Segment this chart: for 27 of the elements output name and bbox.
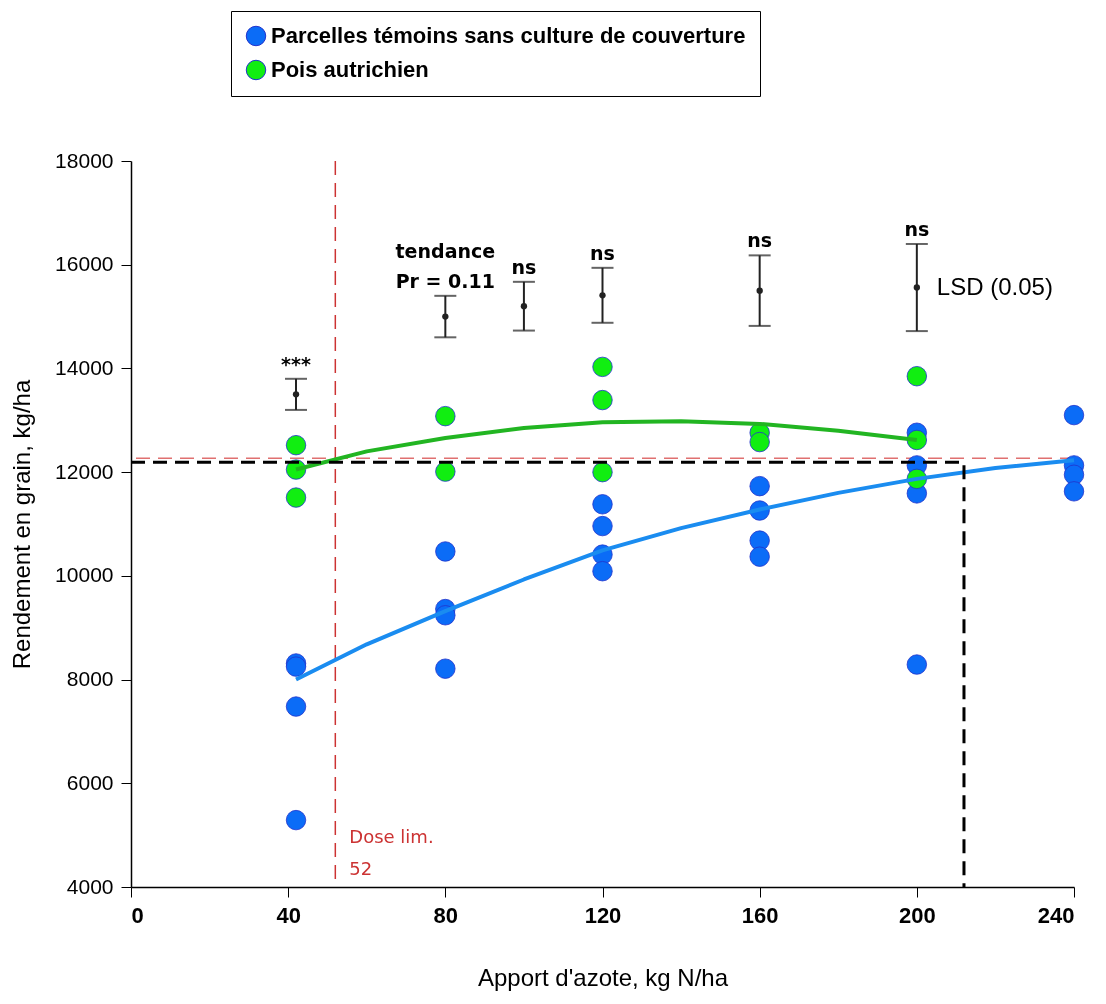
annotation: ns: [511, 255, 537, 278]
x-tick-label: 200: [898, 902, 936, 928]
y-tick-label: 8000: [66, 667, 114, 691]
annotation: ns: [747, 229, 773, 252]
y-tick-label: 10000: [55, 563, 114, 587]
y-tick-label: 4000: [66, 874, 114, 898]
x-tick-label: 160: [741, 902, 779, 928]
x-tick-label: 120: [584, 902, 622, 928]
x-axis-title: Apport d'azote, kg N/ha: [477, 963, 729, 991]
y-tick-label: 12000: [55, 459, 114, 483]
x-tick-label: 80: [433, 902, 459, 928]
legend-label: Parcelles témoins sans culture de couverture: [271, 23, 746, 48]
annotation: LSD (0.05): [936, 272, 1053, 300]
ref-line-label: Dose lim. 52: [349, 826, 434, 879]
x-tick-label: 240: [1037, 902, 1075, 928]
y-tick-label: 14000: [55, 355, 114, 379]
x-tick-label: 0: [131, 902, 144, 928]
x-tick-label: 40: [276, 902, 301, 928]
y-tick-label: 18000: [55, 148, 114, 172]
annotation: ***: [281, 352, 311, 375]
annotation: tendance Pr = 0.11: [395, 239, 496, 292]
y-tick-label: 16000: [55, 252, 114, 276]
legend-label: Pois autrichien: [271, 57, 429, 82]
annotation: ns: [904, 217, 930, 240]
annotation: ns: [590, 241, 615, 264]
y-tick-label: 6000: [66, 770, 114, 794]
y-axis-title: Rendement en grain, kg/ha: [8, 379, 36, 670]
